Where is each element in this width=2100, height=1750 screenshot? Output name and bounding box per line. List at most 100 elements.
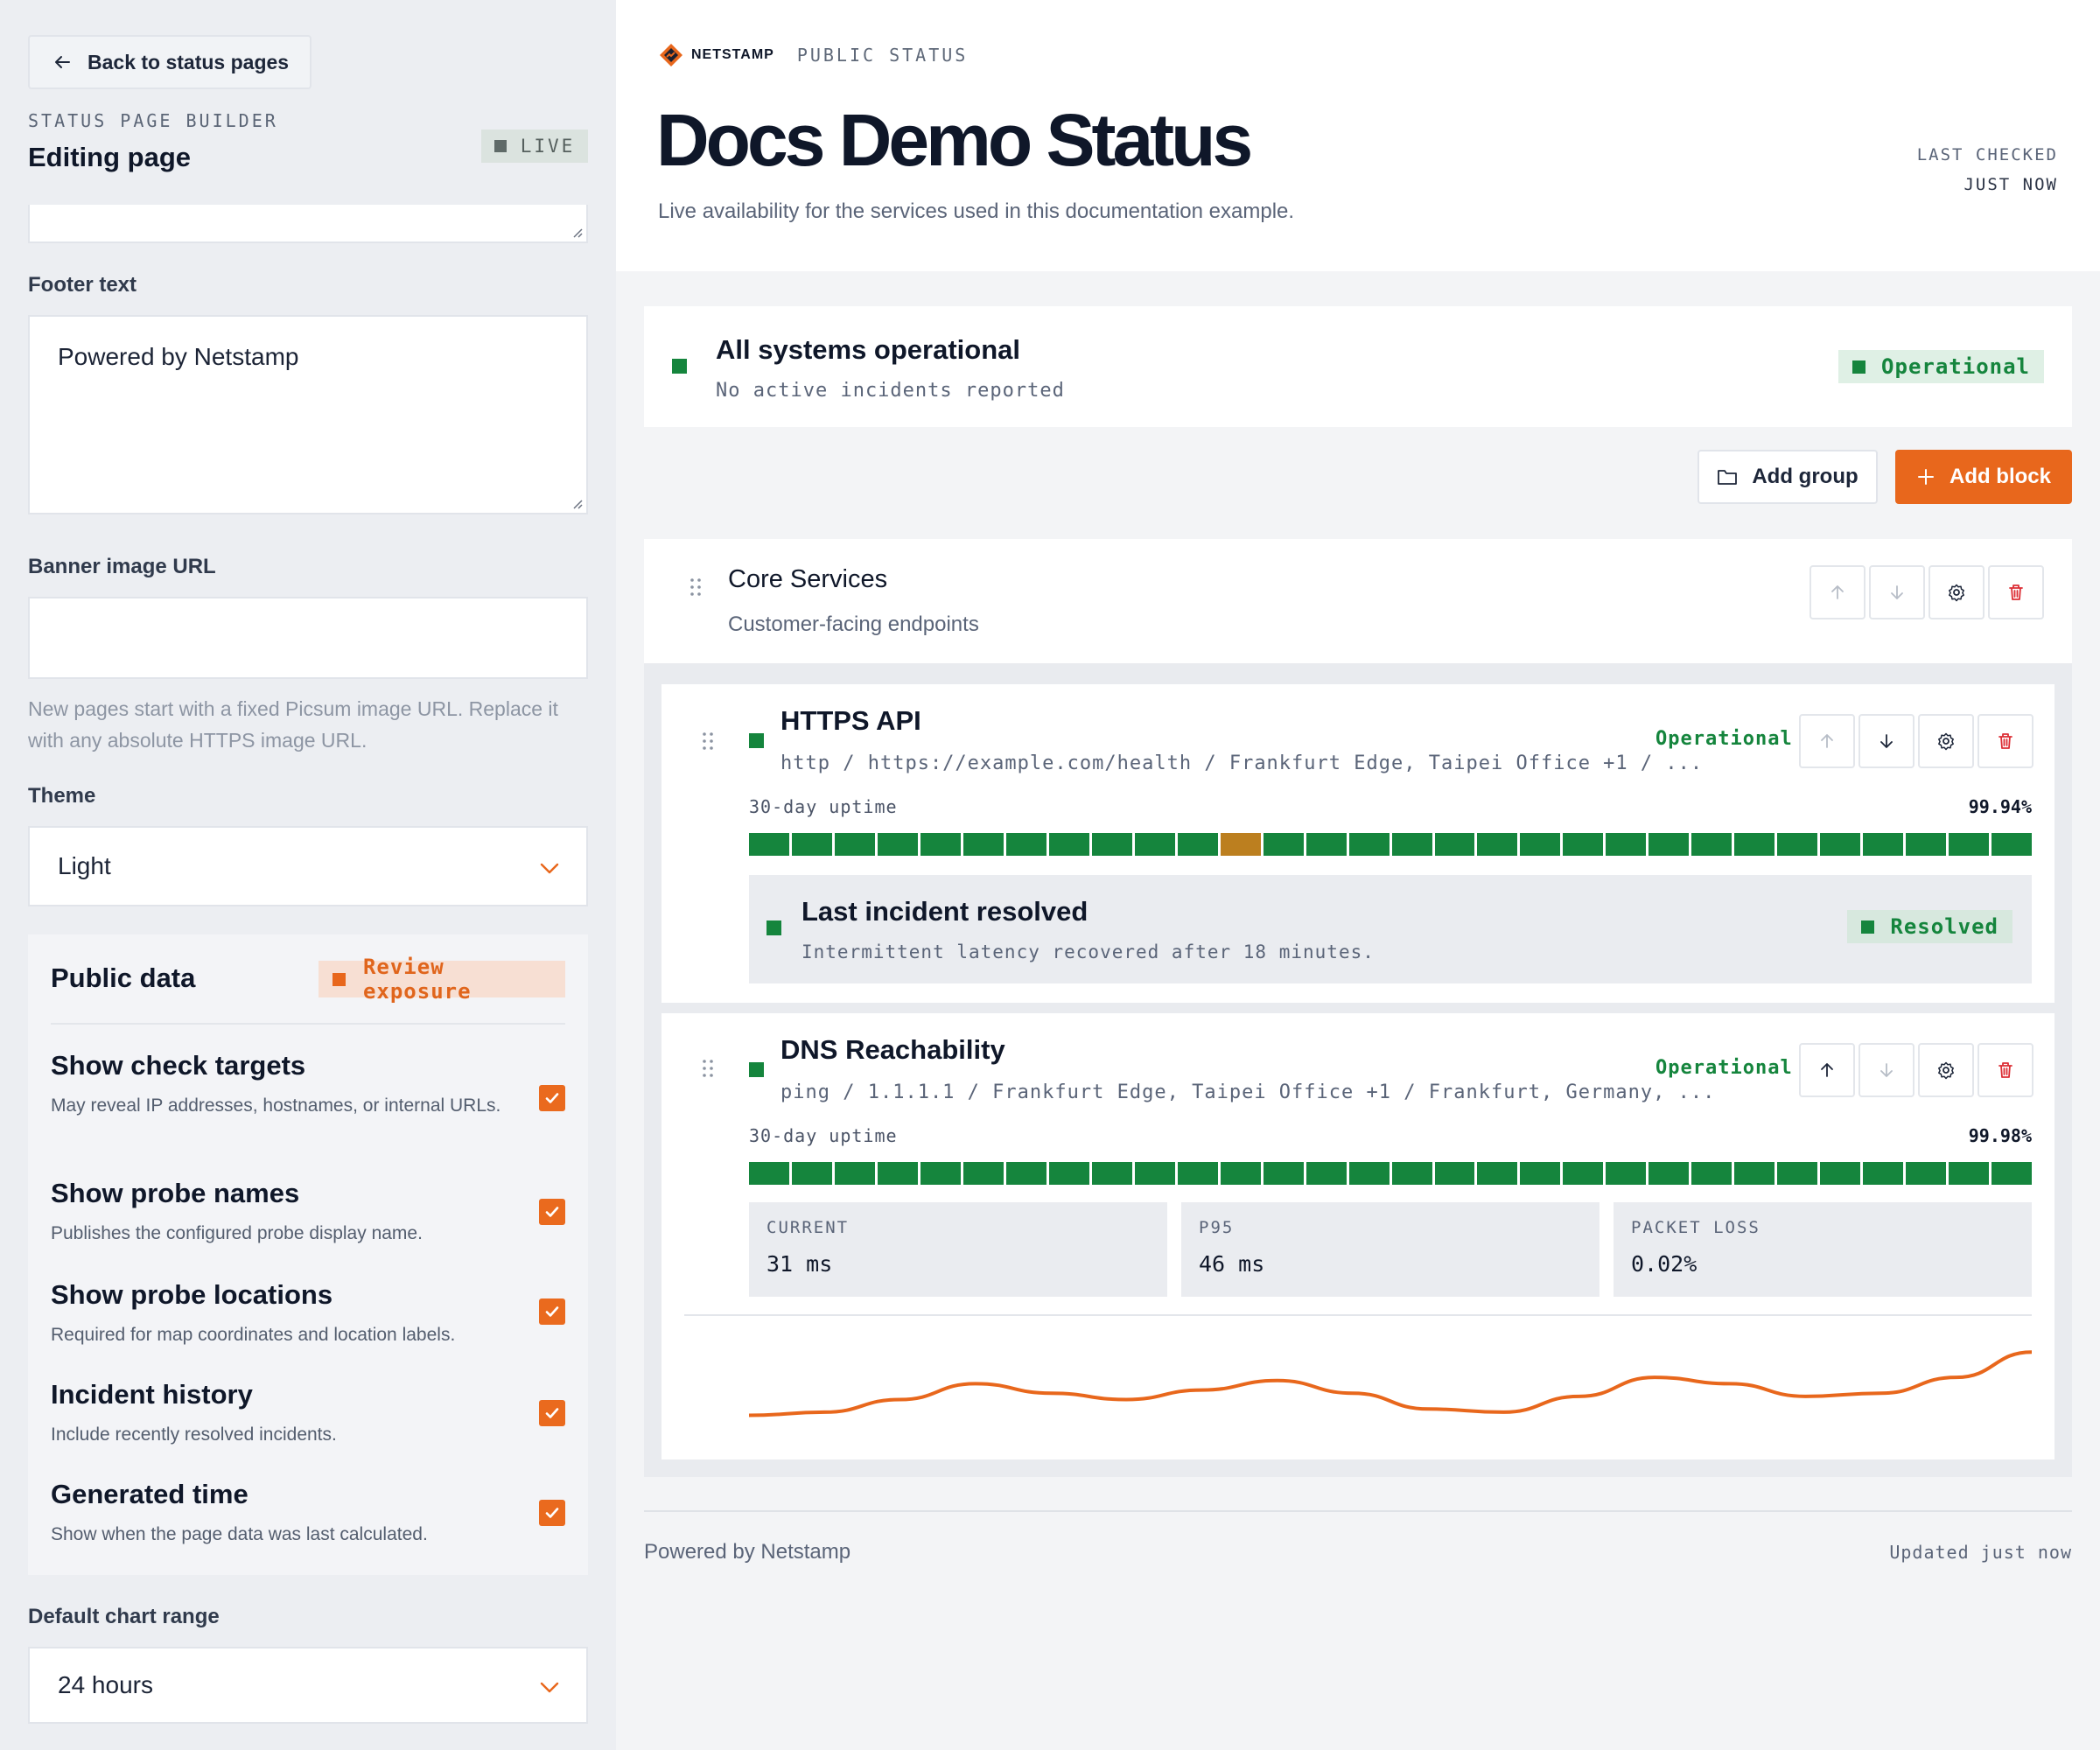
live-indicator-icon — [494, 140, 507, 152]
uptime-day-degraded[interactable] — [1220, 833, 1261, 856]
gear-icon — [1938, 732, 1954, 751]
back-to-status-pages-button[interactable]: Back to status pages — [28, 35, 312, 89]
uptime-day-operational[interactable] — [962, 833, 1004, 856]
uptime-day-operational[interactable] — [1177, 1162, 1218, 1185]
uptime-day-operational[interactable] — [1606, 833, 1647, 856]
arrow-down-icon — [1891, 585, 1903, 599]
uptime-day-operational[interactable] — [749, 833, 789, 856]
warning-indicator-icon — [332, 972, 346, 986]
uptime-day-operational[interactable] — [834, 833, 875, 856]
resize-grip-icon[interactable] — [570, 497, 583, 509]
uptime-day-operational[interactable] — [1863, 833, 1904, 856]
status-square-icon — [1861, 920, 1875, 934]
uptime-day-operational[interactable] — [1648, 833, 1690, 856]
uptime-day-operational[interactable] — [1777, 1162, 1818, 1185]
service-delete-button[interactable] — [1978, 1043, 2034, 1097]
uptime-day-operational[interactable] — [749, 1162, 789, 1185]
uptime-day-operational[interactable] — [877, 1162, 918, 1185]
uptime-day-operational[interactable] — [1520, 1162, 1561, 1185]
uptime-day-operational[interactable] — [1563, 1162, 1604, 1185]
arrow-left-icon — [55, 56, 70, 68]
uptime-day-operational[interactable] — [1906, 833, 1947, 856]
uptime-day-operational[interactable] — [1177, 833, 1218, 856]
uptime-day-operational[interactable] — [1477, 833, 1518, 856]
generated-time-checkbox[interactable] — [539, 1500, 565, 1526]
uptime-day-operational[interactable] — [1306, 1162, 1347, 1185]
uptime-day-operational[interactable] — [1220, 1162, 1261, 1185]
resize-grip-icon[interactable] — [570, 226, 583, 238]
footer-text-textarea[interactable]: Powered by Netstamp — [28, 315, 588, 514]
uptime-day-operational[interactable] — [1048, 1162, 1089, 1185]
uptime-day-operational[interactable] — [1820, 1162, 1861, 1185]
uptime-day-operational[interactable] — [1263, 1162, 1304, 1185]
uptime-day-operational[interactable] — [1820, 833, 1861, 856]
uptime-day-operational[interactable] — [1777, 833, 1818, 856]
drag-handle-icon[interactable] — [702, 732, 714, 751]
uptime-day-operational[interactable] — [1949, 1162, 1990, 1185]
uptime-day-operational[interactable] — [1992, 1162, 2033, 1185]
uptime-day-operational[interactable] — [1606, 1162, 1647, 1185]
uptime-day-operational[interactable] — [1348, 1162, 1390, 1185]
uptime-day-operational[interactable] — [1391, 833, 1432, 856]
uptime-day-operational[interactable] — [1563, 833, 1604, 856]
uptime-day-operational[interactable] — [1949, 833, 1990, 856]
service-settings-button[interactable] — [1918, 1043, 1974, 1097]
add-block-button[interactable]: Add block — [1895, 450, 2072, 504]
uptime-day-operational[interactable] — [920, 833, 961, 856]
theme-select[interactable]: Light — [28, 826, 588, 906]
service-move-down-button[interactable] — [1858, 1043, 1914, 1097]
uptime-day-operational[interactable] — [1134, 1162, 1175, 1185]
uptime-day-operational[interactable] — [1005, 833, 1046, 856]
show-check-targets-checkbox[interactable] — [539, 1085, 565, 1111]
uptime-day-operational[interactable] — [1434, 833, 1475, 856]
uptime-day-operational[interactable] — [1048, 833, 1089, 856]
uptime-day-operational[interactable] — [1434, 1162, 1475, 1185]
uptime-day-operational[interactable] — [920, 1162, 961, 1185]
uptime-day-operational[interactable] — [834, 1162, 875, 1185]
drag-handle-icon[interactable] — [702, 1059, 714, 1078]
overall-status-card: All systems operational No active incide… — [644, 306, 2072, 427]
uptime-day-operational[interactable] — [1734, 1162, 1775, 1185]
show-probe-locations-checkbox[interactable] — [539, 1298, 565, 1325]
banner-url-input[interactable] — [28, 597, 588, 679]
uptime-day-operational[interactable] — [1263, 833, 1304, 856]
incident-history-checkbox[interactable] — [539, 1400, 565, 1426]
uptime-day-operational[interactable] — [962, 1162, 1004, 1185]
last-checked: LAST CHECKED JUST NOW — [1917, 140, 2058, 200]
uptime-day-operational[interactable] — [791, 1162, 832, 1185]
service-move-up-button[interactable] — [1799, 714, 1855, 768]
uptime-day-operational[interactable] — [1306, 833, 1347, 856]
drag-handle-icon[interactable] — [690, 578, 702, 597]
group-settings-button[interactable] — [1928, 565, 1984, 620]
uptime-day-operational[interactable] — [1134, 833, 1175, 856]
uptime-day-operational[interactable] — [1691, 833, 1732, 856]
service-move-down-button[interactable] — [1858, 714, 1914, 768]
service-settings-button[interactable] — [1918, 714, 1974, 768]
uptime-day-operational[interactable] — [877, 833, 918, 856]
footer-text-value: Powered by Netstamp — [58, 343, 299, 370]
uptime-day-operational[interactable] — [1477, 1162, 1518, 1185]
uptime-day-operational[interactable] — [1992, 833, 2033, 856]
service-delete-button[interactable] — [1978, 714, 2034, 768]
chart-range-select[interactable]: 24 hours — [28, 1647, 588, 1724]
service-move-up-button[interactable] — [1799, 1043, 1855, 1097]
group-move-down-button[interactable] — [1869, 565, 1925, 620]
uptime-day-operational[interactable] — [1005, 1162, 1046, 1185]
uptime-day-operational[interactable] — [1391, 1162, 1432, 1185]
uptime-day-operational[interactable] — [1863, 1162, 1904, 1185]
group-delete-button[interactable] — [1988, 565, 2044, 620]
description-textarea[interactable] — [28, 205, 588, 243]
uptime-day-operational[interactable] — [1091, 833, 1132, 856]
page-kind: PUBLIC STATUS — [796, 45, 969, 66]
group-move-up-button[interactable] — [1810, 565, 1866, 620]
uptime-day-operational[interactable] — [1091, 1162, 1132, 1185]
add-group-button[interactable]: Add group — [1698, 450, 1878, 504]
uptime-day-operational[interactable] — [1734, 833, 1775, 856]
uptime-day-operational[interactable] — [1906, 1162, 1947, 1185]
uptime-day-operational[interactable] — [1520, 833, 1561, 856]
show-probe-names-checkbox[interactable] — [539, 1199, 565, 1225]
uptime-day-operational[interactable] — [1348, 833, 1390, 856]
uptime-day-operational[interactable] — [1648, 1162, 1690, 1185]
uptime-day-operational[interactable] — [791, 833, 832, 856]
uptime-day-operational[interactable] — [1691, 1162, 1732, 1185]
